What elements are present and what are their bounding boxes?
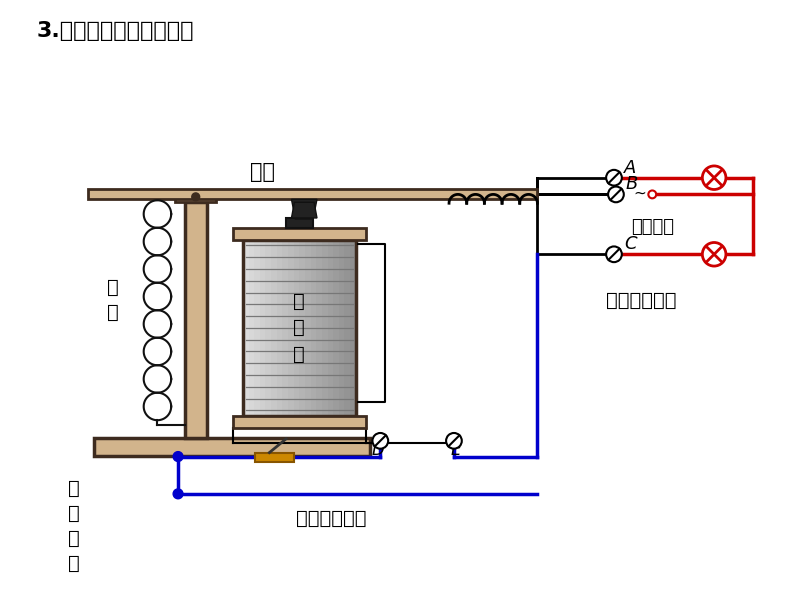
Circle shape — [608, 187, 624, 202]
Polygon shape — [291, 202, 317, 218]
Bar — [328, 240, 334, 416]
Circle shape — [606, 170, 622, 185]
Circle shape — [606, 246, 622, 262]
Bar — [322, 240, 329, 416]
Circle shape — [446, 433, 462, 449]
Circle shape — [703, 243, 726, 266]
Bar — [87, 190, 538, 199]
Bar — [265, 240, 272, 416]
Bar — [249, 240, 255, 416]
Bar — [288, 240, 295, 416]
Text: 高压工作电路: 高压工作电路 — [606, 291, 676, 310]
Bar — [286, 218, 313, 228]
Bar — [339, 240, 345, 416]
Bar — [333, 240, 340, 416]
Bar — [305, 240, 311, 416]
Bar — [175, 191, 216, 202]
Bar — [233, 228, 365, 240]
Circle shape — [173, 489, 183, 499]
Text: C: C — [624, 235, 637, 253]
Circle shape — [372, 433, 388, 449]
Text: ~: ~ — [633, 185, 646, 200]
Bar — [94, 438, 371, 455]
Bar — [260, 240, 267, 416]
Text: B: B — [626, 175, 638, 194]
Bar — [233, 416, 365, 428]
Text: E: E — [451, 440, 461, 458]
Bar — [294, 240, 300, 416]
Text: A: A — [624, 159, 636, 177]
Bar — [185, 202, 206, 438]
Text: D: D — [372, 440, 385, 458]
Bar — [254, 240, 260, 416]
Circle shape — [703, 166, 726, 190]
Bar — [345, 240, 351, 416]
Circle shape — [173, 452, 183, 461]
Bar — [271, 240, 278, 416]
Bar — [255, 452, 294, 462]
Bar — [310, 240, 318, 416]
Text: 弹
簧: 弹 簧 — [107, 278, 119, 322]
Text: 衔铁: 衔铁 — [250, 162, 275, 182]
Bar — [350, 240, 357, 416]
Text: 低压控制电路: 低压控制电路 — [296, 509, 367, 528]
Text: 电
磁
铁: 电 磁 铁 — [294, 292, 305, 364]
Circle shape — [192, 193, 199, 201]
Text: 3.电磁继电器的工作原理: 3.电磁继电器的工作原理 — [37, 21, 195, 41]
Text: 高压电源: 高压电源 — [630, 218, 673, 236]
Bar — [299, 240, 306, 416]
Circle shape — [649, 191, 656, 198]
Bar — [316, 240, 323, 416]
Bar — [283, 240, 289, 416]
Bar — [243, 240, 356, 416]
Bar — [277, 240, 283, 416]
Text: 低
压
电
源: 低 压 电 源 — [68, 479, 80, 573]
Polygon shape — [291, 199, 317, 219]
Bar — [243, 240, 249, 416]
